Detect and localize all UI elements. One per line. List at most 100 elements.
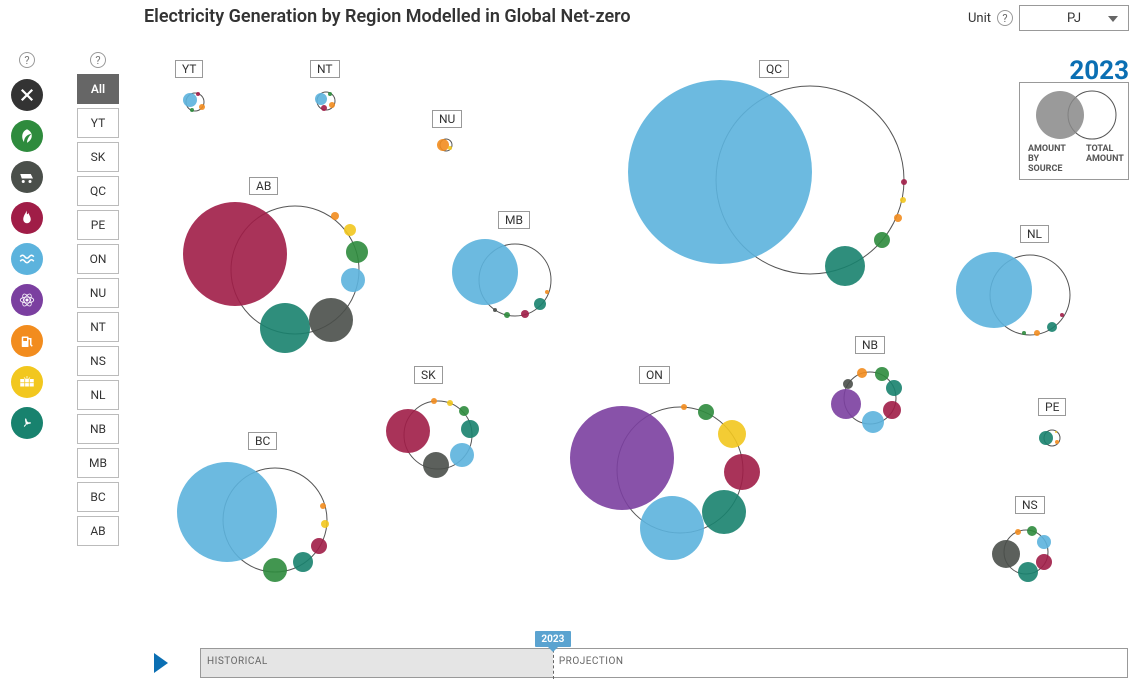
region-button-nu[interactable]: NU [77,278,119,308]
bubble-pe-wind[interactable] [1039,431,1053,445]
bubble-ns-coal[interactable] [992,540,1020,568]
bubble-nl-bio[interactable] [1022,331,1026,335]
bubble-bc-bio[interactable] [263,558,287,582]
timeline-handle[interactable]: 2023 [535,631,571,647]
bubble-nl-oil[interactable] [1034,330,1040,336]
bubble-ab-coal[interactable] [309,298,353,342]
bubble-nb-gas[interactable] [883,401,901,419]
region-button-ns[interactable]: NS [77,346,119,376]
region-bubble-nb[interactable] [831,367,902,433]
bubble-on-hydro[interactable] [640,496,704,560]
bubble-on-gas[interactable] [724,454,760,490]
source-button-solar[interactable] [11,366,43,398]
source-button-wind[interactable] [11,407,43,439]
bubble-bc-wind[interactable] [293,552,313,572]
bubble-mb-wind[interactable] [534,298,546,310]
region-bubble-nt[interactable] [315,92,335,111]
bubble-ab-hydro[interactable] [341,268,365,292]
region-button-sk[interactable]: SK [77,142,119,172]
bubble-ab-oil[interactable] [331,212,339,220]
source-button-gas[interactable] [11,202,43,234]
region-button-nb[interactable]: NB [77,414,119,444]
region-button-yt[interactable]: YT [77,108,119,138]
bubble-ns-hydro[interactable] [1037,535,1051,549]
bubble-nb-hydro[interactable] [862,411,884,433]
bubble-pe-solar[interactable] [1055,431,1057,433]
region-button-on[interactable]: ON [77,244,119,274]
bubble-nb-bio[interactable] [875,367,889,381]
region-bubble-on[interactable] [570,404,760,560]
bubble-qc-gas[interactable] [901,179,907,185]
bubble-qc-oil[interactable] [894,214,902,222]
unit-dropdown[interactable]: PJ [1019,5,1129,31]
bubble-qc-solar[interactable] [900,197,906,203]
source-help-icon[interactable]: ? [19,52,35,68]
bubble-nu-oil[interactable] [437,139,449,151]
region-bubble-ns[interactable] [992,526,1052,582]
region-bubble-nu[interactable] [437,139,452,151]
region-button-nt[interactable]: NT [77,312,119,342]
region-button-all[interactable]: All [77,74,119,104]
source-button-clear[interactable] [11,79,43,111]
bubble-nt-bio[interactable] [328,92,332,96]
unit-help-icon[interactable]: ? [997,10,1013,26]
region-bubble-mb[interactable] [452,239,551,318]
bubble-bc-oil[interactable] [320,503,326,509]
bubble-nb-oil[interactable] [857,368,867,378]
bubble-nu-solar[interactable] [448,146,452,150]
bubble-ab-bio[interactable] [346,241,368,263]
bubble-mb-bio[interactable] [504,312,510,318]
region-button-nl[interactable]: NL [77,380,119,410]
bubble-ns-oil[interactable] [1015,529,1021,535]
bubble-on-solar[interactable] [718,420,746,448]
bubble-nb-coal[interactable] [843,379,853,389]
region-button-pe[interactable]: PE [77,210,119,240]
bubble-qc-wind[interactable] [825,246,865,286]
source-button-oil[interactable] [11,325,43,357]
bubble-sk-solar[interactable] [447,400,453,406]
bubble-on-bio[interactable] [698,404,714,420]
bubble-nt-hydro[interactable] [315,93,327,105]
region-help-icon[interactable]: ? [90,52,106,68]
bubble-mb-gas[interactable] [521,310,529,318]
bubble-pe-oil[interactable] [1055,440,1059,444]
bubble-ns-wind[interactable] [1018,562,1038,582]
bubble-on-nuclear[interactable] [570,406,674,510]
source-button-nuclear[interactable] [11,284,43,316]
bubble-ns-bio[interactable] [1027,526,1037,536]
bubble-mb-hydro[interactable] [452,239,518,305]
region-bubble-ab[interactable] [183,202,368,353]
region-bubble-nl[interactable] [956,252,1070,336]
bubble-sk-wind[interactable] [461,420,479,438]
bubble-on-wind[interactable] [702,490,746,534]
bubble-bc-hydro[interactable] [177,462,277,562]
bubble-on-oil[interactable] [681,404,687,410]
bubble-yt-gas[interactable] [196,92,200,96]
region-button-bc[interactable]: BC [77,482,119,512]
bubble-nl-gas[interactable] [1060,313,1064,317]
bubble-qc-hydro[interactable] [628,80,812,264]
region-bubble-pe[interactable] [1039,430,1060,446]
bubble-nl-hydro[interactable] [956,252,1032,328]
bubble-ab-solar[interactable] [344,224,356,236]
region-bubble-sk[interactable] [386,398,479,478]
region-button-mb[interactable]: MB [77,448,119,478]
bubble-sk-hydro[interactable] [450,443,474,467]
bubble-sk-coal[interactable] [423,452,449,478]
bubble-bc-gas[interactable] [311,538,327,554]
timeline-track[interactable]: HISTORICAL PROJECTION 2023 [200,648,1128,678]
bubble-yt-bio[interactable] [190,108,194,112]
region-bubble-qc[interactable] [628,80,907,286]
bubble-mb-oil[interactable] [545,290,549,294]
bubble-sk-bio[interactable] [459,406,469,416]
bubble-nt-gas[interactable] [321,105,327,111]
source-button-bio[interactable] [11,120,43,152]
bubble-ns-gas[interactable] [1036,554,1052,570]
region-button-qc[interactable]: QC [77,176,119,206]
bubble-mb-coal[interactable] [493,308,497,312]
bubble-sk-gas[interactable] [386,409,430,453]
source-button-coal[interactable] [11,161,43,193]
bubble-ab-gas[interactable] [183,202,287,306]
bubble-sk-oil[interactable] [431,398,437,404]
region-button-ab[interactable]: AB [77,516,119,546]
